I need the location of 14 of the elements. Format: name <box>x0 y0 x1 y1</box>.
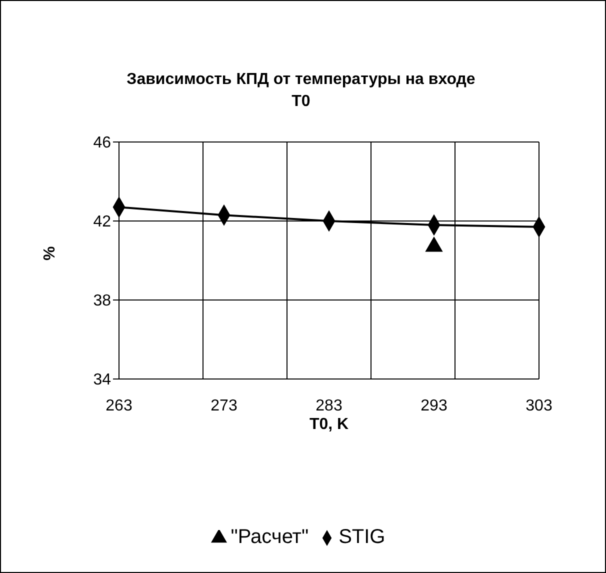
chart-title: Зависимость КПД от температуры на входе T0 <box>126 70 476 112</box>
legend-label: "Расчет" <box>230 526 309 548</box>
y-tick-label: 34 <box>93 372 112 389</box>
x-tick-label: 263 <box>106 397 132 414</box>
y-tick-label: 46 <box>93 134 112 152</box>
x-tick-label: 303 <box>526 397 552 414</box>
y-tick-label: 42 <box>93 214 112 231</box>
x-tick-label: 293 <box>420 397 448 414</box>
x-tick-label: 283 <box>316 397 342 414</box>
x-tick-label: 273 <box>210 397 238 414</box>
y-axis-title: % <box>42 246 59 260</box>
y-tick-label: 38 <box>93 292 112 310</box>
legend-label: STIG <box>338 526 386 548</box>
x-axis-title: T0, K <box>309 416 349 433</box>
